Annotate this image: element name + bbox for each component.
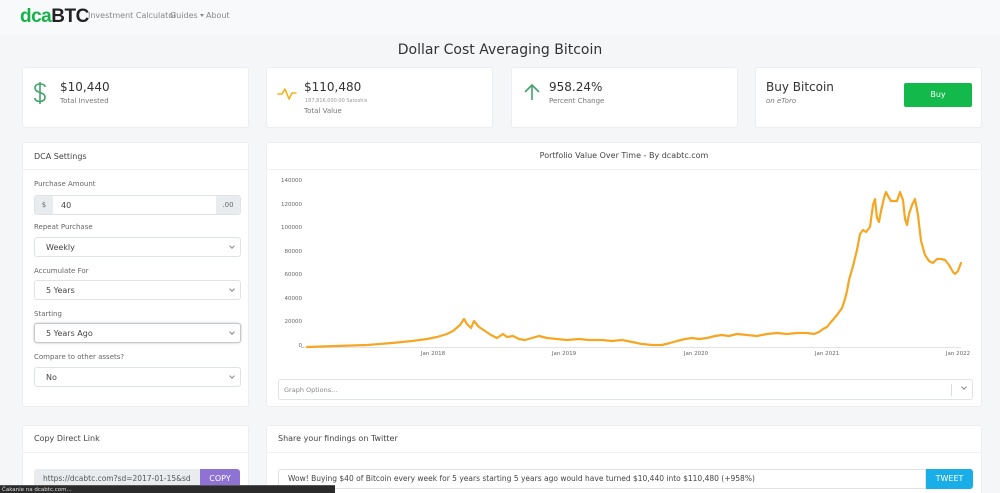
satoshis-value: 187,816,000.00 Satoshis bbox=[305, 98, 368, 104]
compare-label: Compare to other assets? bbox=[34, 353, 125, 361]
percent-change-label: Percent Change bbox=[549, 97, 605, 105]
repeat-purchase-value: Weekly bbox=[46, 243, 75, 252]
compare-value: No bbox=[46, 373, 57, 382]
chevron-down-icon bbox=[229, 373, 235, 379]
chart-header: Portfolio Value Over Time - By dcabtc.co… bbox=[267, 143, 981, 170]
buy-bitcoin-card: Buy Bitcoin on eToro Buy bbox=[755, 67, 982, 128]
total-value-value: $110,480 bbox=[304, 80, 362, 94]
twitter-header: Share your findings on Twitter bbox=[267, 426, 981, 453]
logo[interactable]: dcaBTC bbox=[20, 6, 89, 28]
divider bbox=[951, 384, 952, 396]
copy-link-header: Copy Direct Link bbox=[23, 426, 248, 453]
currency-prefix: $ bbox=[35, 196, 53, 214]
repeat-purchase-label: Repeat Purchase bbox=[34, 223, 93, 231]
stat-card-percent-change: 958.24% Percent Change bbox=[511, 67, 738, 128]
chevron-down-icon bbox=[961, 384, 967, 390]
tweet-text-input[interactable]: Wow! Buying $40 of Bitcoin every week fo… bbox=[278, 469, 926, 489]
dca-settings-title: DCA Settings bbox=[34, 152, 87, 161]
direct-link-input[interactable]: https://dcabtc.com?sd=2017-01-15&sd bbox=[34, 469, 200, 489]
x-tick: Jan 2022 bbox=[945, 351, 971, 357]
accumulate-for-value: 5 Years bbox=[46, 286, 75, 295]
total-value-label: Total Value bbox=[304, 107, 342, 115]
buy-bitcoin-title: Buy Bitcoin bbox=[766, 80, 834, 94]
y-tick: 120000 bbox=[281, 202, 302, 208]
compare-select[interactable]: No bbox=[34, 367, 241, 387]
y-tick: 80000 bbox=[284, 249, 303, 255]
percent-change-value: 958.24% bbox=[549, 80, 603, 94]
chart-card: Portfolio Value Over Time - By dcabtc.co… bbox=[266, 142, 982, 407]
copy-button[interactable]: COPY bbox=[200, 469, 240, 489]
x-tick: Jan 2021 bbox=[814, 351, 840, 357]
starting-value: 5 Years Ago bbox=[46, 329, 93, 338]
stat-card-total-invested: $10,440 Total Invested bbox=[22, 67, 249, 128]
buy-button[interactable]: Buy bbox=[904, 83, 972, 107]
copy-link-card: Copy Direct Link https://dcabtc.com?sd=2… bbox=[22, 425, 249, 493]
starting-label: Starting bbox=[34, 310, 62, 318]
nav-guides-label: Guides bbox=[170, 11, 198, 20]
cents-suffix: .00 bbox=[216, 196, 240, 214]
graph-options-select[interactable]: Graph Options... bbox=[278, 379, 973, 400]
tweet-button[interactable]: TWEET bbox=[926, 469, 973, 489]
twitter-card: Share your findings on Twitter Wow! Buyi… bbox=[266, 425, 982, 493]
y-tick: 0 bbox=[298, 343, 303, 349]
x-tick: Jan 2018 bbox=[420, 351, 446, 357]
repeat-purchase-select[interactable]: Weekly bbox=[34, 237, 241, 257]
purchase-amount-label: Purchase Amount bbox=[34, 180, 96, 188]
x-tick: Jan 2020 bbox=[683, 351, 709, 357]
total-invested-label: Total Invested bbox=[60, 97, 109, 105]
y-tick: 100000 bbox=[281, 225, 302, 231]
graph-options-placeholder: Graph Options... bbox=[284, 386, 338, 394]
activity-icon bbox=[277, 88, 297, 100]
twitter-title: Share your findings on Twitter bbox=[278, 434, 398, 443]
y-tick: 140000 bbox=[281, 178, 302, 184]
nav-investment-calculator[interactable]: Investment Calculator bbox=[88, 11, 177, 20]
chart-title: Portfolio Value Over Time - By dcabtc.co… bbox=[539, 151, 709, 160]
logo-part-dca: dca bbox=[20, 6, 52, 27]
total-invested-value: $10,440 bbox=[60, 80, 110, 94]
buy-bitcoin-sub: on eToro bbox=[766, 97, 797, 105]
chevron-down-icon bbox=[229, 243, 235, 249]
purchase-amount-group: $ .00 bbox=[34, 195, 241, 215]
stat-card-total-value: $110,480 187,816,000.00 Satoshis Total V… bbox=[266, 67, 493, 128]
arrow-up-icon bbox=[524, 84, 540, 100]
y-tick: 40000 bbox=[284, 296, 303, 302]
chevron-down-icon bbox=[229, 329, 235, 335]
x-tick: Jan 2019 bbox=[551, 351, 577, 357]
browser-status-bar: Čakanie na dcabtc.com... bbox=[0, 485, 335, 493]
y-tick: 60000 bbox=[284, 272, 303, 278]
nav-about[interactable]: About bbox=[206, 11, 230, 20]
logo-part-btc: BTC bbox=[51, 6, 89, 27]
accumulate-for-select[interactable]: 5 Years bbox=[34, 280, 241, 300]
y-tick: 20000 bbox=[284, 319, 303, 325]
nav-guides[interactable]: Guides bbox=[170, 11, 204, 20]
chevron-down-icon bbox=[229, 286, 235, 292]
dollar-icon bbox=[34, 82, 46, 104]
caret-down-icon bbox=[199, 14, 204, 17]
portfolio-line-chart bbox=[301, 190, 963, 349]
page-title: Dollar Cost Averaging Bitcoin bbox=[397, 42, 603, 58]
dca-settings-card: DCA Settings Purchase Amount $ .00 Repea… bbox=[22, 142, 249, 407]
dca-settings-header: DCA Settings bbox=[23, 143, 248, 170]
purchase-amount-input[interactable] bbox=[53, 196, 216, 214]
copy-link-title: Copy Direct Link bbox=[34, 434, 100, 443]
navbar: dcaBTC Investment Calculator Guides Abou… bbox=[0, 0, 1000, 34]
accumulate-for-label: Accumulate For bbox=[34, 267, 89, 275]
starting-select[interactable]: 5 Years Ago bbox=[34, 323, 241, 343]
